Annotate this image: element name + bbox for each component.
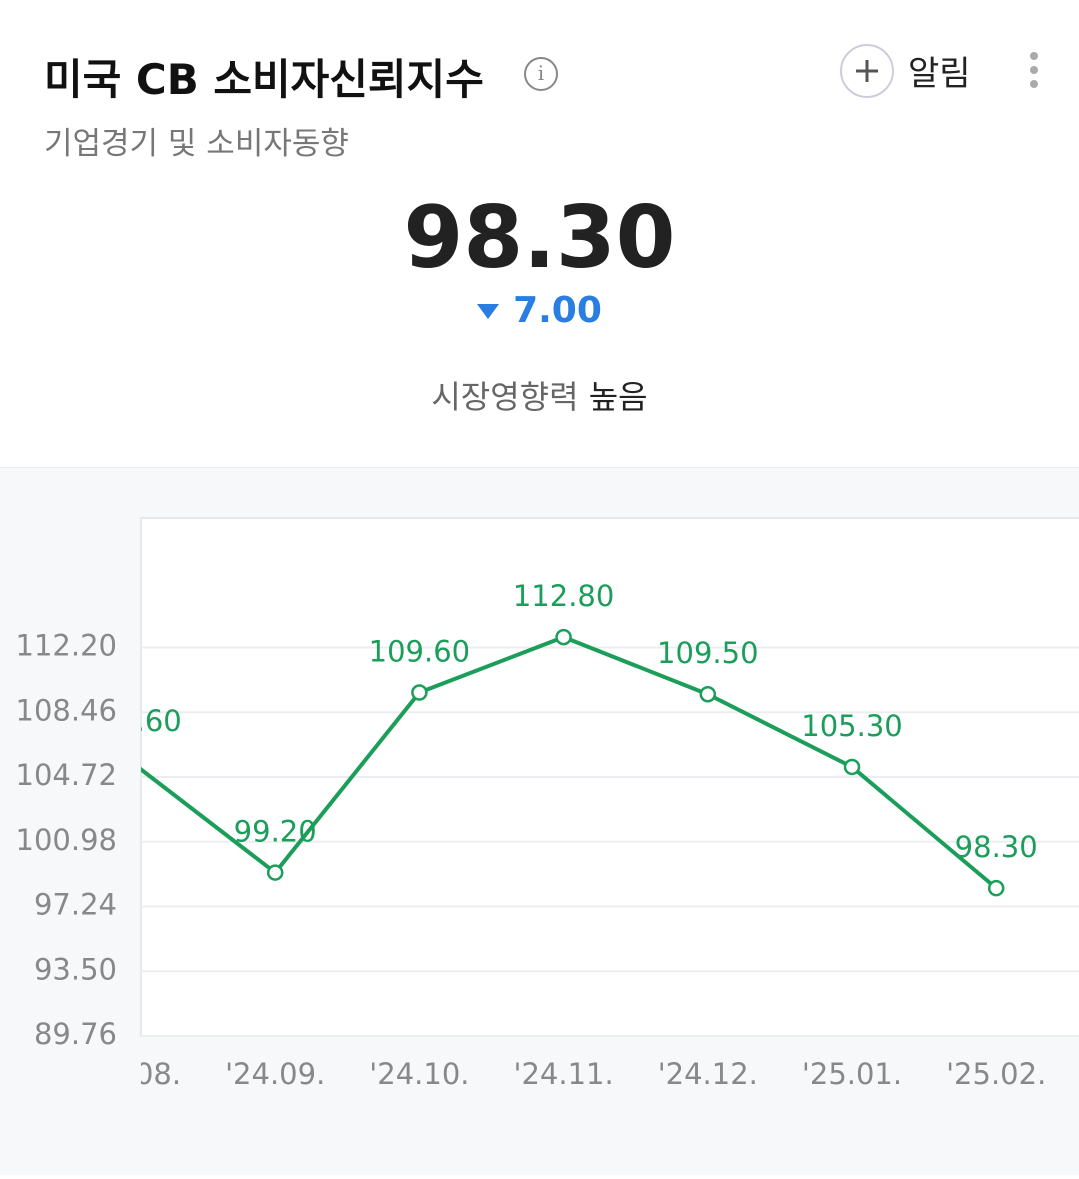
x-tick-label: '24.10.	[369, 1057, 469, 1091]
data-label: 112.80	[513, 579, 614, 613]
data-label: 109.60	[369, 635, 470, 669]
point	[843, 758, 861, 776]
x-tick-label: '24.12.	[658, 1057, 758, 1091]
data-label: 105.60	[80, 704, 181, 738]
data-label: 109.50	[657, 636, 758, 670]
point	[987, 879, 1005, 897]
y-tick-label: 112.20	[16, 629, 117, 663]
more-menu[interactable]	[1030, 52, 1040, 94]
alarm-label[interactable]: 알림	[908, 54, 971, 94]
y-tick-label: 93.50	[34, 952, 117, 986]
y-tick-label: 89.76	[34, 1017, 117, 1051]
y-tick-label: 108.46	[16, 693, 117, 727]
point	[555, 628, 572, 646]
title: 미국 CB 소비자신뢰지수	[44, 55, 484, 104]
impact-value: 높음	[588, 378, 648, 416]
x-tick-label: '25.01.	[802, 1057, 902, 1091]
point	[699, 685, 717, 703]
current-value: 98.30	[403, 188, 676, 288]
data-label: 98.30	[955, 830, 1038, 864]
y-tick-label: 97.24	[34, 888, 117, 922]
point	[266, 864, 284, 881]
chart: 89.7693.5097.24100.98104.72108.46112.20 …	[16, 517, 1079, 1091]
point	[411, 684, 428, 701]
x-tick-label: '24.08.	[81, 1057, 181, 1091]
change: 7.00	[0, 290, 1079, 331]
impact-label: 시장영향력	[431, 378, 579, 416]
info-icon[interactable]: i	[524, 57, 558, 91]
impact: 시장영향력 높음	[0, 372, 1079, 418]
x-tick-label: '24.09.	[225, 1057, 325, 1091]
x-tick-label: '25.02.	[946, 1057, 1046, 1091]
alarm-button[interactable]	[840, 44, 894, 98]
data-label: 105.30	[801, 709, 902, 743]
data-label: 99.20	[234, 815, 317, 849]
y-tick-label: 100.98	[16, 823, 117, 857]
subtitle: 기업경기 및 소비자동향	[44, 126, 349, 162]
down-arrow	[477, 304, 500, 319]
chart-area: 89.76 93.50 97.24 100.98 104.72 108.46 112.20 …	[0, 467, 1079, 1175]
change-value: 7.00	[513, 290, 602, 331]
x-tick-label: '24.11.	[513, 1057, 613, 1091]
point	[124, 755, 138, 769]
y-tick-label: 104.72	[16, 758, 117, 792]
